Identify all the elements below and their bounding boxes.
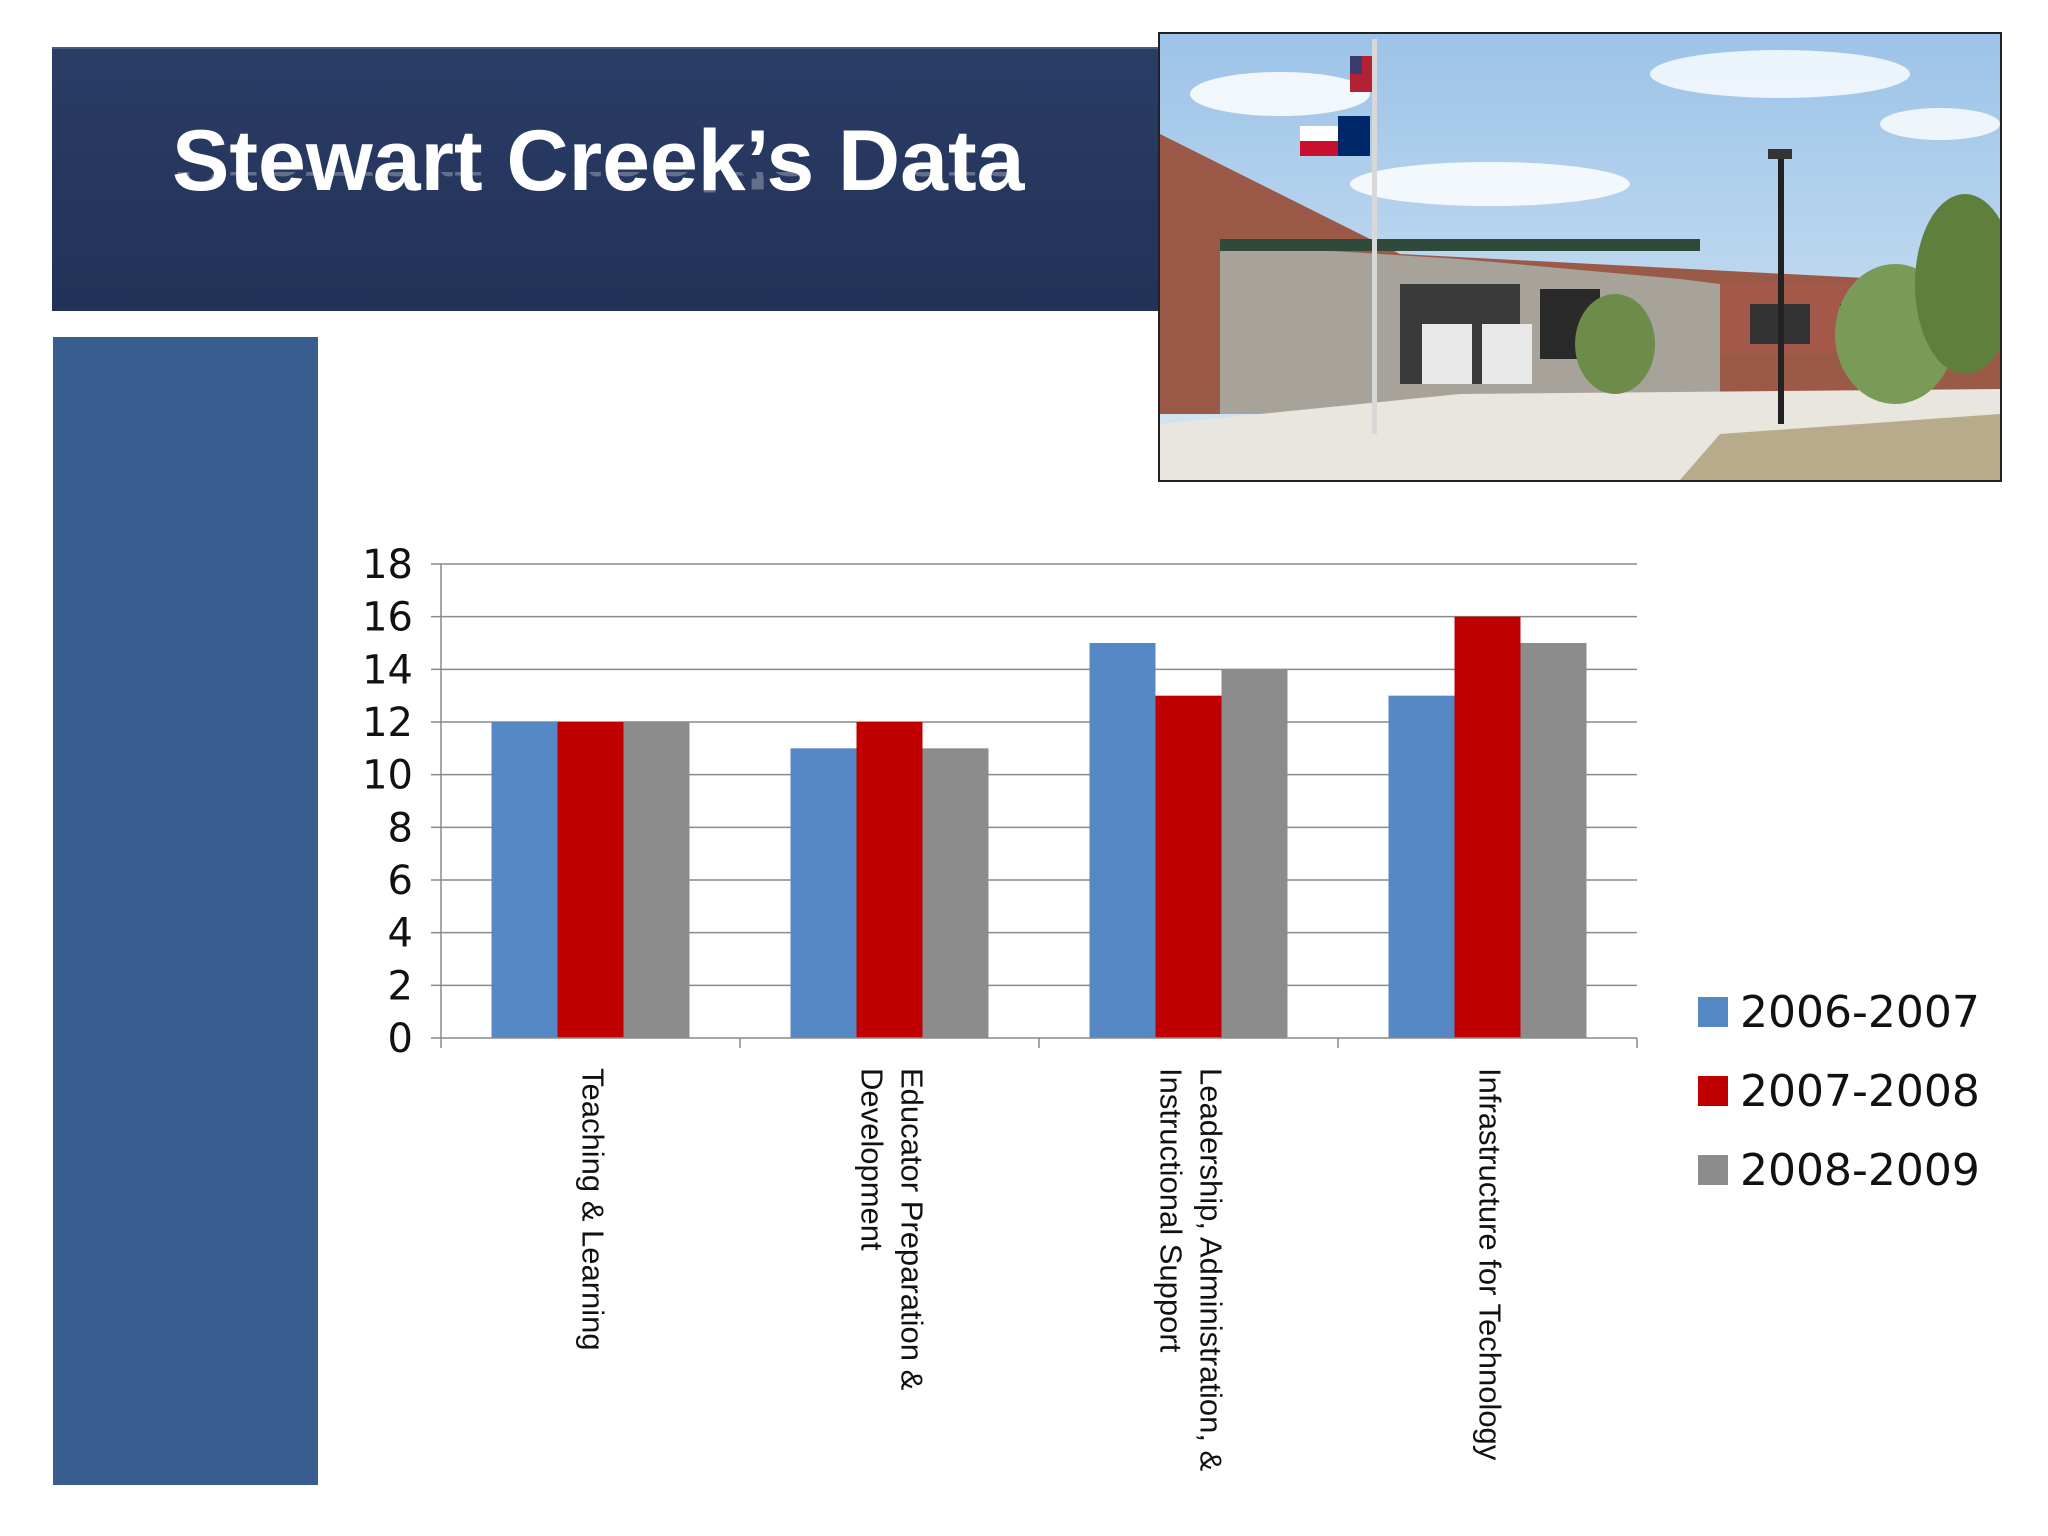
category-label: Educator Preparation & [894, 1068, 929, 1391]
y-tick-label: 0 [388, 1016, 413, 1062]
y-tick-label: 16 [362, 595, 413, 641]
legend: 2006-2007 2007-2008 2008-2009 [1698, 987, 1980, 1196]
y-tick-label: 18 [362, 542, 413, 588]
category-label: Development [854, 1068, 889, 1251]
y-tick-label: 10 [362, 753, 413, 799]
legend-label: 2007-2008 [1740, 1066, 1980, 1117]
bar-2008-2009-cat0 [623, 722, 690, 1038]
side-bar [53, 337, 318, 1485]
bar-2008-2009-cat3 [1520, 643, 1587, 1038]
bar-2008-2009-cat1 [922, 748, 989, 1038]
category-label: Instructional Support [1153, 1068, 1188, 1353]
bar-2008-2009-cat2 [1221, 669, 1288, 1038]
slide-title-reflection: Stewart Creek’s Data [172, 172, 1024, 202]
title-wrap: Stewart Creek’s Data Stewart Creek’s Dat… [172, 118, 1024, 204]
legend-swatch [1698, 1155, 1728, 1185]
title-bar [52, 47, 1164, 311]
legend-label: 2006-2007 [1740, 987, 1980, 1038]
bar-2007-2008-cat0 [557, 722, 624, 1038]
slide-title: Stewart Creek’s Data [172, 113, 1025, 209]
school-photo [1158, 32, 2002, 482]
bar-2006-2007-cat1 [790, 748, 857, 1038]
bar-2007-2008-cat1 [856, 722, 923, 1038]
y-tick-label: 2 [388, 963, 413, 1009]
category-label: Teaching & Learning [575, 1068, 610, 1351]
y-tick-label: 12 [362, 700, 413, 746]
y-tick-label: 4 [388, 911, 413, 957]
category-labels: Teaching & Learning Educator Preparation … [575, 1068, 1507, 1472]
bar-2006-2007-cat2 [1089, 643, 1156, 1038]
category-label: Leadership, Administration, & [1193, 1068, 1228, 1472]
category-label: Infrastructure for Technology [1472, 1068, 1507, 1461]
legend-swatch [1698, 997, 1728, 1027]
bar-chart: 0 2 4 6 8 10 12 14 16 18 Teaching & Learning Educa… [362, 542, 1980, 1472]
bars [491, 616, 1587, 1038]
y-tick-label: 6 [388, 858, 413, 904]
legend-label: 2008-2009 [1740, 1145, 1980, 1196]
bar-2006-2007-cat0 [491, 722, 558, 1038]
y-axis-ticks: 0 2 4 6 8 10 12 14 16 18 [362, 542, 442, 1062]
bar-2006-2007-cat3 [1388, 695, 1455, 1038]
y-tick-label: 14 [362, 647, 413, 693]
y-tick-label: 8 [388, 805, 413, 851]
x-axis [440, 1037, 1638, 1048]
legend-swatch [1698, 1076, 1728, 1106]
bar-2007-2008-cat2 [1155, 695, 1222, 1038]
bar-2007-2008-cat3 [1454, 616, 1521, 1038]
school-building-image [1160, 34, 2000, 480]
